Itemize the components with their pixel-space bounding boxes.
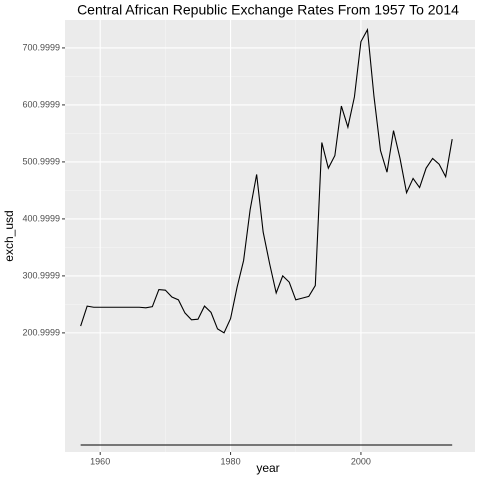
y-tick-label: 300.9999 [22,270,60,280]
x-axis-label: year [256,461,279,475]
y-tick-label: 700.9999 [22,42,60,52]
x-tick-label: 2000 [351,456,371,466]
chart-title: Central African Republic Exchange Rates … [77,2,459,18]
x-tick-label: 1960 [90,456,110,466]
panel [65,20,475,452]
y-tick-label: 200.9999 [22,327,60,337]
y-tick-label: 500.9999 [22,156,60,166]
y-tick-label: 600.9999 [22,99,60,109]
data-line [80,27,453,334]
x-tick-label: 1980 [221,456,241,466]
y-tick-label: 400.9999 [22,213,60,223]
y-axis-label: exch_usd [2,210,16,261]
